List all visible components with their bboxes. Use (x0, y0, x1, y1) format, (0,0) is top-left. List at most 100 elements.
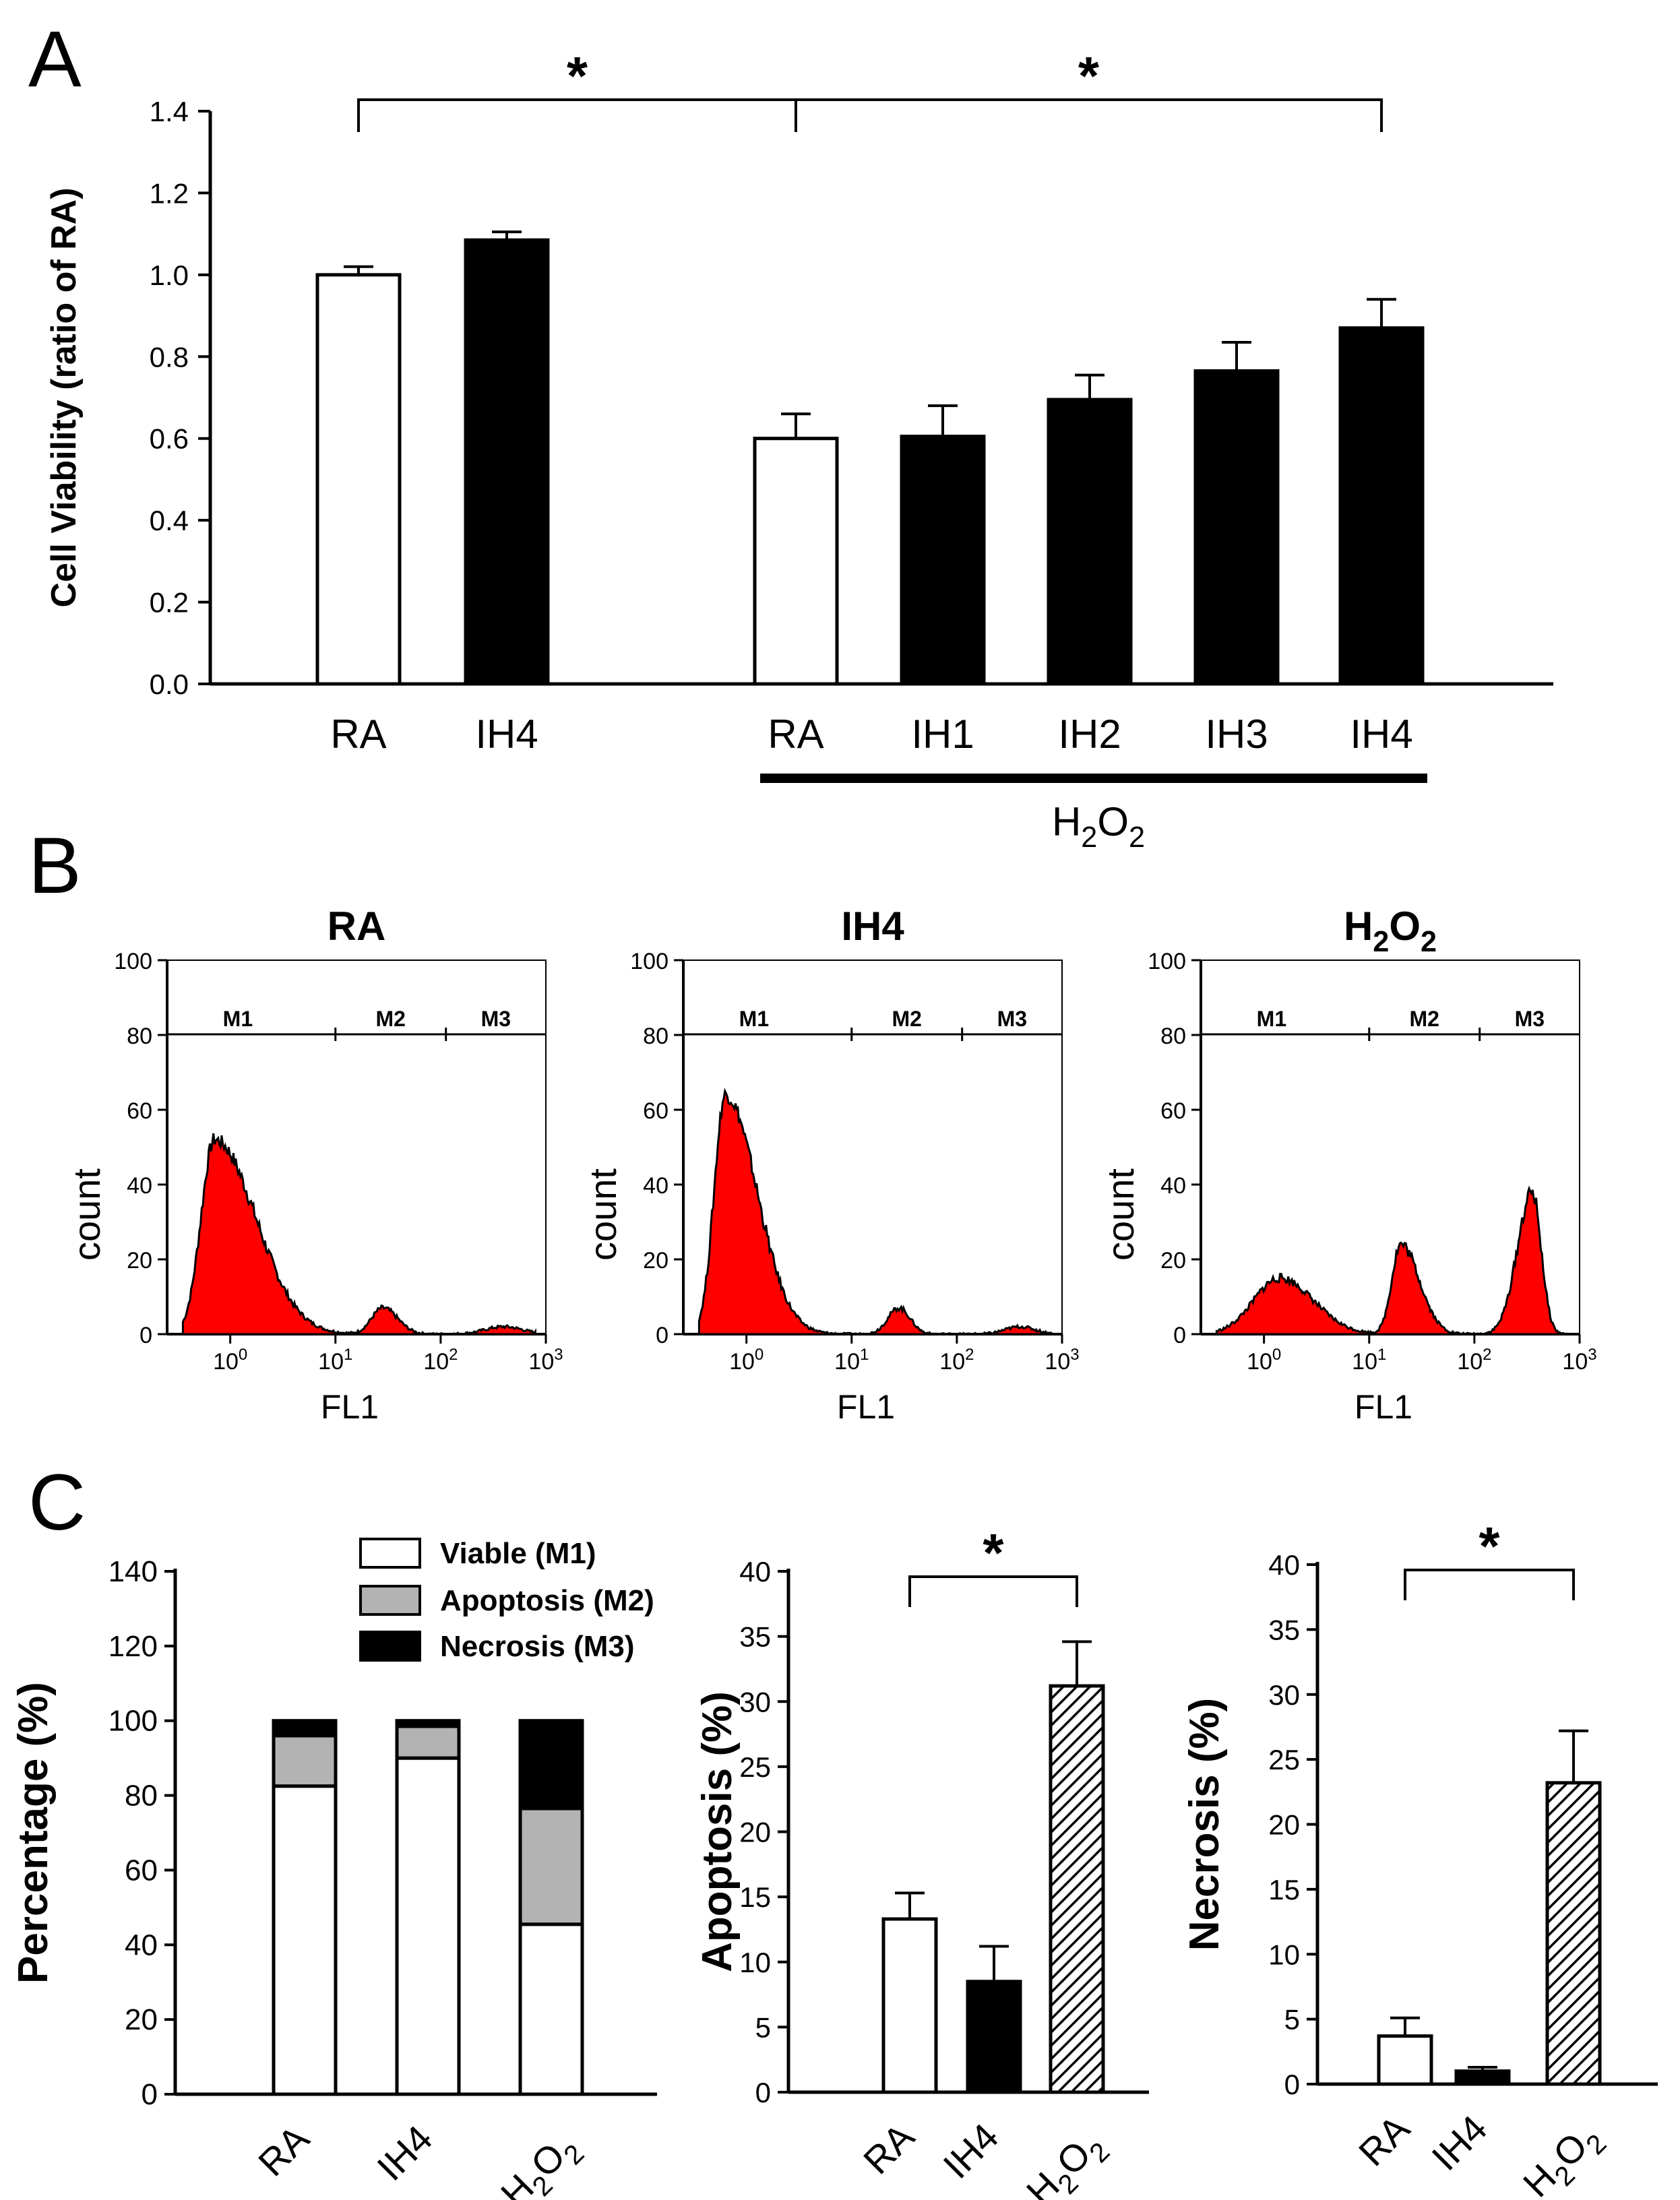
panel-a-ytick-label: 0.8 (150, 341, 189, 373)
panel-a-category-label: IH4 (475, 712, 538, 757)
panel-b-xtick-label: 100 (213, 1346, 247, 1375)
panel-c-stacked-segment (395, 1724, 461, 1760)
panel-a-bar (464, 238, 550, 686)
panel-b-y-axis-label: count (582, 1168, 624, 1261)
panel-b-gate-label: M1 (223, 1007, 253, 1031)
panel-a-bar (1193, 369, 1280, 686)
panel-b-gate-label: M2 (892, 1007, 922, 1031)
panel-b-xtick-label: 102 (1457, 1346, 1491, 1375)
panel-c-apoptosis-ytick-label: 15 (739, 1881, 771, 1913)
panel-b-y-axis-label: count (65, 1168, 108, 1261)
panel-c-necrosis-bar (1545, 1781, 1602, 2086)
panel-c-apoptosis-ytick-label: 20 (739, 1817, 771, 1848)
panel-c-apoptosis-ytick-label: 10 (739, 1947, 771, 1978)
panel-c-necrosis-category-label: H2O2 (1515, 2114, 1613, 2200)
panel-b-gate-label: M2 (376, 1007, 406, 1031)
panel-label-a: A (28, 15, 82, 104)
panel-c-stacked-segment (395, 1719, 461, 1728)
panel-c-stacked-ytick-label: 0 (142, 2078, 158, 2111)
panel-b-ytick-label: 20 (643, 1248, 668, 1274)
panel-a-ytick-label: 0.4 (150, 505, 189, 536)
panel-c-apoptosis-ytick-label: 35 (739, 1621, 771, 1653)
panel-c-apoptosis-ytick-label: 0 (755, 2077, 771, 2108)
panel-c-stacked-segment (272, 1719, 338, 1738)
panel-b-xtick-label: 103 (1045, 1346, 1079, 1375)
panel-c-necrosis-ytick-label: 25 (1268, 1744, 1300, 1775)
panel-c-stacked-y-axis-label: Percentage (%) (10, 1682, 57, 1984)
panel-b-ytick-label: 40 (1160, 1173, 1186, 1199)
panel-b-ytick-label: 60 (1160, 1098, 1186, 1124)
panel-c-apoptosis-bar (966, 1980, 1022, 2094)
panel-b-gate-label: M3 (481, 1007, 511, 1031)
panel-c-stacked-segment (518, 1806, 584, 1926)
panel-c-stacked-ytick-label: 20 (125, 2003, 158, 2036)
panel-a-bar (753, 437, 839, 686)
panel-a-y-axis-label: Cell Viability (ratio of RA) (44, 187, 84, 607)
panel-b-gate-label: M2 (1410, 1007, 1439, 1031)
panel-a-category-label: RA (330, 712, 386, 757)
panel-c-necrosis-ytick-label: 35 (1268, 1614, 1300, 1645)
panel-c-stacked-ytick-label: 120 (108, 1630, 158, 1663)
panel-a-bar (1047, 398, 1133, 686)
panel-b-title: IH4 (841, 904, 904, 949)
panel-b-xtick-label: 102 (939, 1346, 974, 1375)
panel-b-histogram-area (1215, 1185, 1569, 1335)
panel-a-significance-1-star: * (1078, 46, 1100, 106)
panel-b-ytick-label: 0 (139, 1323, 152, 1348)
panel-c-apoptosis-bar (881, 1917, 938, 2094)
panel-c-apoptosis-significance-0-bracket (908, 1575, 1078, 1607)
panel-b-histogram-2: IH4 0 20 40 60 80 100 count M1 M2 M3 100 101 102 103 FL… (582, 904, 1080, 1426)
panel-b-xtick-label: 101 (318, 1346, 352, 1375)
panel-b-xtick-label: 101 (834, 1346, 869, 1375)
panel-c-stacked-ytick-label: 140 (108, 1555, 158, 1588)
panel-b-x-axis-label: FL1 (1355, 1388, 1412, 1426)
panel-b-histogram-area (181, 1133, 536, 1336)
panel-c-necrosis-ytick-label: 0 (1284, 2069, 1300, 2100)
panel-c-necrosis-category-label: IH4 (1423, 2107, 1495, 2178)
panel-c-stacked-ytick-label: 40 (125, 1928, 158, 1961)
panel-b-xtick-label: 101 (1352, 1346, 1386, 1375)
panel-b-xtick-label: 100 (1247, 1346, 1281, 1375)
panel-c-stacked-category-label: H2O2 (493, 2124, 590, 2200)
panel-a-category-label: IH2 (1058, 712, 1121, 757)
panel-b-title: H2O2 (1344, 904, 1437, 958)
panel-a-ytick-label: 0.6 (150, 423, 189, 455)
panel-c-apoptosis-category-label: IH4 (935, 2115, 1006, 2187)
panel-c-apoptosis-category-label: H2O2 (1018, 2122, 1116, 2200)
panel-a-category-label: IH4 (1350, 712, 1412, 757)
panel-a-ytick-label: 1.4 (150, 96, 189, 127)
panel-c-stacked-ytick-label: 80 (125, 1780, 158, 1813)
panel-a-bar (315, 273, 402, 686)
panel-a-ytick-label: 0.0 (150, 668, 189, 700)
panel-a-category-label: IH3 (1205, 712, 1268, 757)
panel-c-stacked-segment (395, 1756, 461, 2096)
panel-c-necrosis-chart: 0 5 10 15 20 25 30 35 40 Necrosis (%) RA IH4 H2O2 * (1181, 1516, 1658, 2200)
panel-b-ytick-label: 60 (127, 1098, 152, 1124)
panel-c-necrosis-bar (1454, 2069, 1511, 2086)
panel-b-ytick-label: 60 (643, 1098, 668, 1124)
panel-a-ytick-label: 1.2 (150, 177, 189, 209)
panel-c-necrosis-ytick-label: 30 (1268, 1679, 1300, 1711)
panel-c-apoptosis-ytick-label: 30 (739, 1686, 771, 1718)
panel-b-xtick-label: 102 (423, 1346, 458, 1375)
panel-b-xtick-label: 103 (1562, 1346, 1596, 1375)
panel-c-legend-label: Viable (M1) (440, 1537, 596, 1570)
panel-c-stacked-ytick-label: 100 (108, 1705, 158, 1738)
panel-label-b: B (28, 821, 82, 910)
panel-c-apoptosis-ytick-label: 40 (739, 1556, 771, 1588)
panel-b-histograms: RA 0 20 40 60 80 100 count M1 M2 M3 100 101 102 103 FL1… (65, 904, 1597, 1426)
panel-b-ytick-label: 100 (114, 949, 152, 974)
panel-c-stacked-category-label: RA (250, 2116, 317, 2184)
panel-c-necrosis-category-label: RA (1350, 2106, 1418, 2174)
panel-b-ytick-label: 80 (643, 1024, 668, 1049)
panel-b-ytick-label: 100 (630, 949, 668, 974)
panel-b-y-axis-label: count (1099, 1168, 1142, 1261)
panel-c-necrosis-ytick-label: 5 (1284, 2004, 1300, 2036)
panel-c-apoptosis-bar (1049, 1684, 1105, 2094)
panel-b-xtick-label: 100 (729, 1346, 764, 1375)
panel-b-x-axis-label: FL1 (837, 1388, 895, 1426)
panel-a-ytick-label: 0.2 (150, 587, 189, 619)
panel-b-title: RA (328, 904, 386, 949)
panel-b-ytick-label: 20 (1160, 1248, 1186, 1274)
